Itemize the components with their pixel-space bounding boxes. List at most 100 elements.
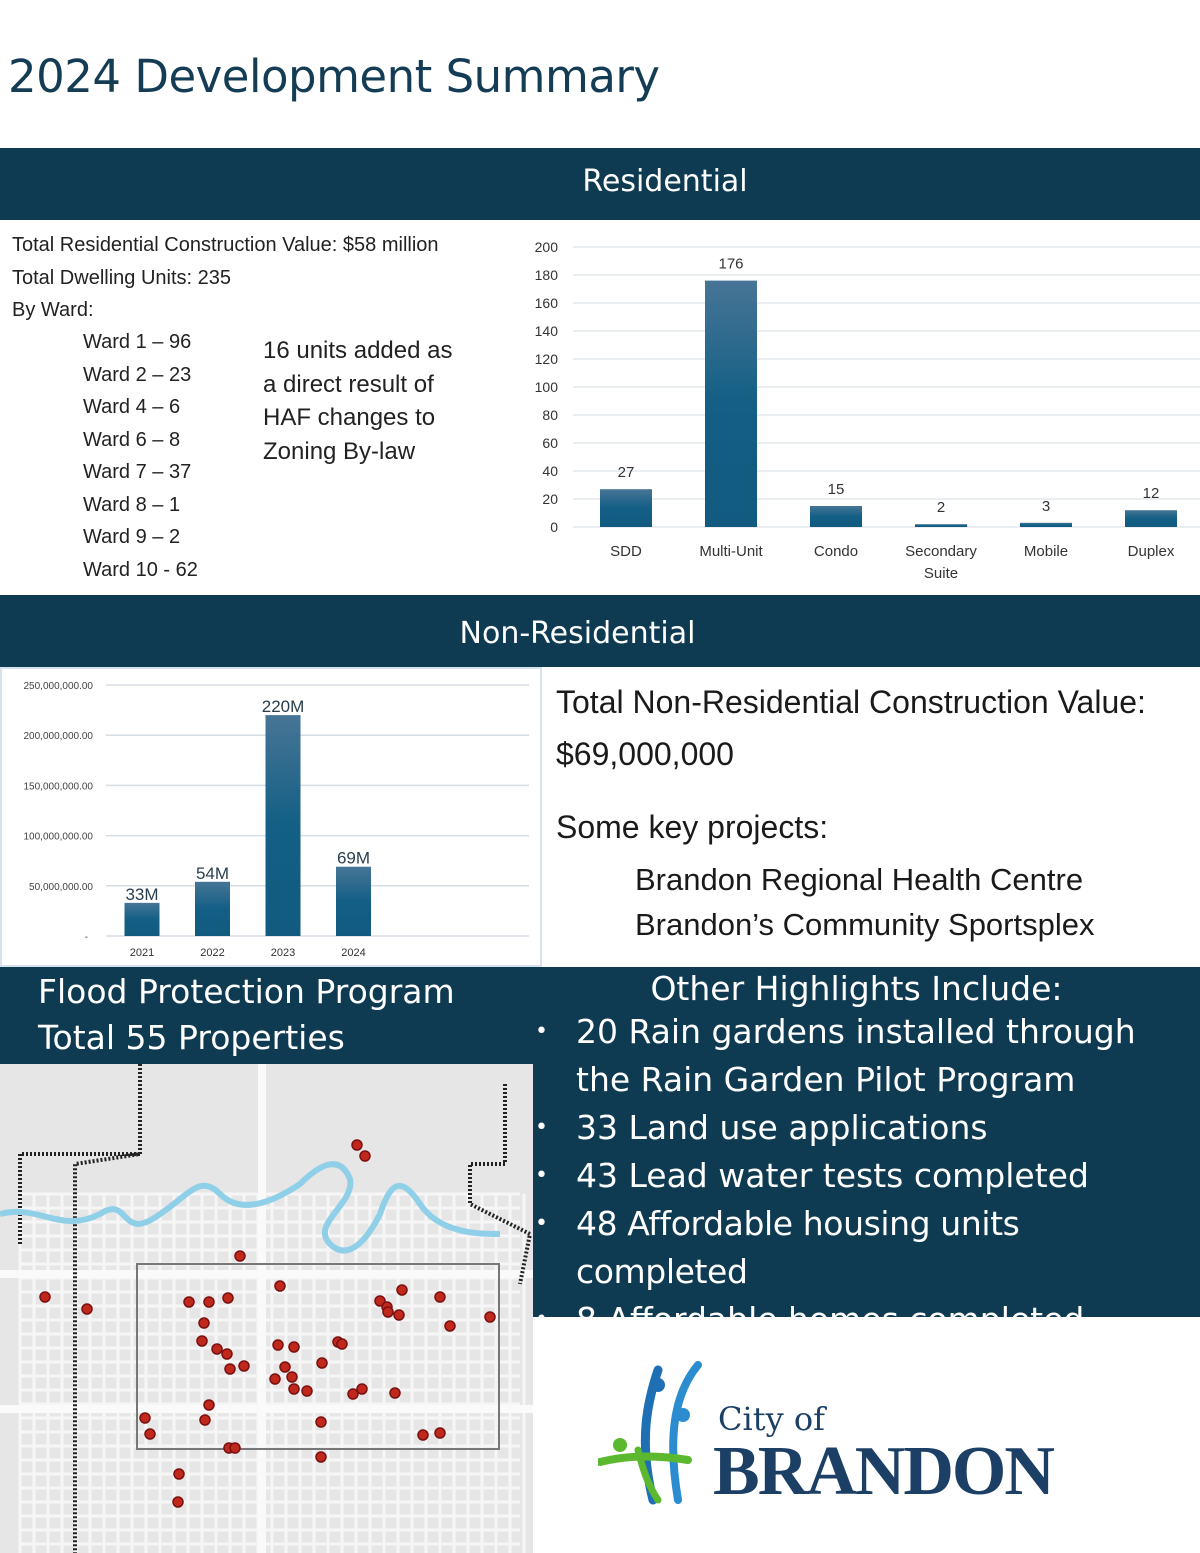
note-line: Zoning By-law — [263, 437, 416, 465]
flood-property-marker — [356, 1383, 368, 1395]
y-tick-label: 60 — [542, 435, 558, 451]
data-label: 33M — [125, 885, 158, 904]
flood-property-marker — [198, 1317, 210, 1329]
flood-property-marker — [173, 1468, 185, 1480]
flood-property-marker — [272, 1339, 284, 1351]
data-label: 27 — [618, 464, 635, 481]
note-line: a direct result of — [263, 370, 434, 398]
bar — [336, 866, 371, 936]
flood-property-marker — [144, 1428, 156, 1440]
flood-property-marker — [221, 1348, 233, 1360]
y-tick-label: 120 — [535, 351, 559, 367]
flood-property-marker — [434, 1427, 446, 1439]
y-tick-label: 160 — [535, 295, 559, 311]
highlights-title: Other Highlights Include: — [650, 969, 1063, 1008]
flood-property-marker — [229, 1442, 241, 1454]
y-tick-label: 50,000,000.00 — [29, 882, 93, 893]
flood-property-marker — [139, 1412, 151, 1424]
ward-item: Ward 7 – 37 — [83, 461, 192, 483]
city-of-brandon-logo: City of BRANDON — [598, 1360, 1118, 1510]
flood-property-marker — [396, 1284, 408, 1296]
total-residential-value: Total Residential Construction Value: $5… — [12, 234, 439, 256]
flood-property-marker — [274, 1280, 286, 1292]
non-res-total-label: Total Non-Residential Construction Value… — [556, 684, 1146, 720]
river — [0, 1161, 501, 1254]
non-res-total-value: $69,000,000 — [556, 736, 734, 772]
flood-property-marker — [39, 1291, 51, 1303]
logo-text-city-of: City of — [718, 1400, 825, 1438]
ward-item: Ward 6 – 8 — [83, 428, 181, 451]
highlight-item: 33 Land use applications — [533, 1104, 1200, 1152]
flood-property-marker — [222, 1292, 234, 1304]
non-residential-banner: Non-Residential — [0, 595, 1200, 667]
x-tick-label: Condo — [814, 543, 858, 560]
bar — [1020, 522, 1072, 527]
ward-item: Ward 4 – 6 — [83, 396, 181, 418]
flood-property-marker — [286, 1371, 298, 1383]
bar — [600, 489, 652, 527]
flood-property-marker — [203, 1399, 215, 1411]
flood-properties-map — [0, 1064, 533, 1553]
flood-property-marker — [359, 1150, 371, 1162]
highlight-item: 8 Affordable homes completed — [533, 1296, 1200, 1344]
y-tick-label: 40 — [542, 463, 558, 479]
flood-subtitle: Total 55 Properties — [38, 1018, 345, 1057]
flood-property-marker — [301, 1385, 313, 1397]
bar — [1125, 510, 1177, 527]
flood-title: Flood Protection Program — [38, 972, 455, 1011]
logo-figure-icon — [598, 1361, 702, 1505]
highlight-item: 48 Affordable housing units completed — [533, 1200, 1200, 1296]
x-tick-label: SDD — [610, 543, 642, 560]
flood-property-marker — [484, 1311, 496, 1323]
flood-property-marker — [389, 1387, 401, 1399]
flood-property-marker — [224, 1363, 236, 1375]
flood-property-marker — [434, 1291, 446, 1303]
x-tick-label: Suite — [924, 565, 958, 582]
highlight-item: 20 Rain gardens installed through the Ra… — [533, 1008, 1200, 1104]
highlight-item: 43 Lead water tests completed — [533, 1152, 1200, 1200]
ward-item: Ward 1 – 96 — [83, 331, 192, 353]
non-residential-value-chart: - 50,000,000.00 100,000,000.00 150,000,000.… — [0, 667, 542, 967]
flood-property-marker — [211, 1343, 223, 1355]
y-tick-label: 140 — [535, 323, 559, 339]
y-tick-label: 150,000,000.00 — [23, 781, 93, 792]
y-tick-label: 100,000,000.00 — [23, 832, 93, 843]
x-tick-label: 2024 — [341, 947, 365, 959]
y-tick-label: 250,000,000.00 — [23, 681, 93, 692]
by-ward-label: By Ward: — [12, 299, 94, 321]
flood-property-marker — [393, 1309, 405, 1321]
y-tick-label: 200 — [535, 239, 559, 255]
ward-item: Ward 10 - 62 — [83, 558, 198, 581]
flood-property-marker — [336, 1338, 348, 1350]
flood-property-marker — [351, 1139, 363, 1151]
bar — [915, 524, 967, 527]
data-label: 54M — [196, 864, 229, 883]
data-label: 220M — [262, 697, 305, 716]
flood-property-marker — [316, 1357, 328, 1369]
bar — [124, 902, 160, 936]
flood-property-marker — [315, 1451, 327, 1463]
ward-boundary — [136, 1263, 500, 1450]
ward-item: Ward 8 – 1 — [83, 493, 181, 516]
flood-property-marker — [444, 1320, 456, 1332]
haf-note: 16 units added as a direct result of HAF… — [263, 334, 493, 468]
page-title: 2024 Development Summary — [8, 50, 660, 103]
data-label: 176 — [718, 256, 743, 273]
key-projects-label: Some key projects: — [556, 809, 829, 845]
total-dwelling-units: Total Dwelling Units: 235 — [12, 267, 231, 289]
flood-property-marker — [269, 1373, 281, 1385]
flood-property-marker — [288, 1341, 300, 1353]
y-tick-label: - — [85, 932, 88, 943]
x-tick-label: Multi-Unit — [699, 543, 763, 560]
data-label: 69M — [337, 849, 370, 868]
ward-item: Ward 9 – 2 — [83, 526, 181, 548]
bar — [265, 715, 301, 936]
y-tick-label: 200,000,000.00 — [23, 731, 93, 742]
y-tick-label: 180 — [535, 267, 559, 283]
project-item: Brandon’s Community Sportsplex — [635, 907, 1095, 942]
note-line: HAF changes to — [263, 404, 436, 431]
x-tick-label: 2021 — [130, 947, 154, 959]
data-label: 3 — [1042, 498, 1050, 515]
flood-property-marker — [172, 1496, 184, 1508]
flood-property-marker — [234, 1250, 246, 1262]
